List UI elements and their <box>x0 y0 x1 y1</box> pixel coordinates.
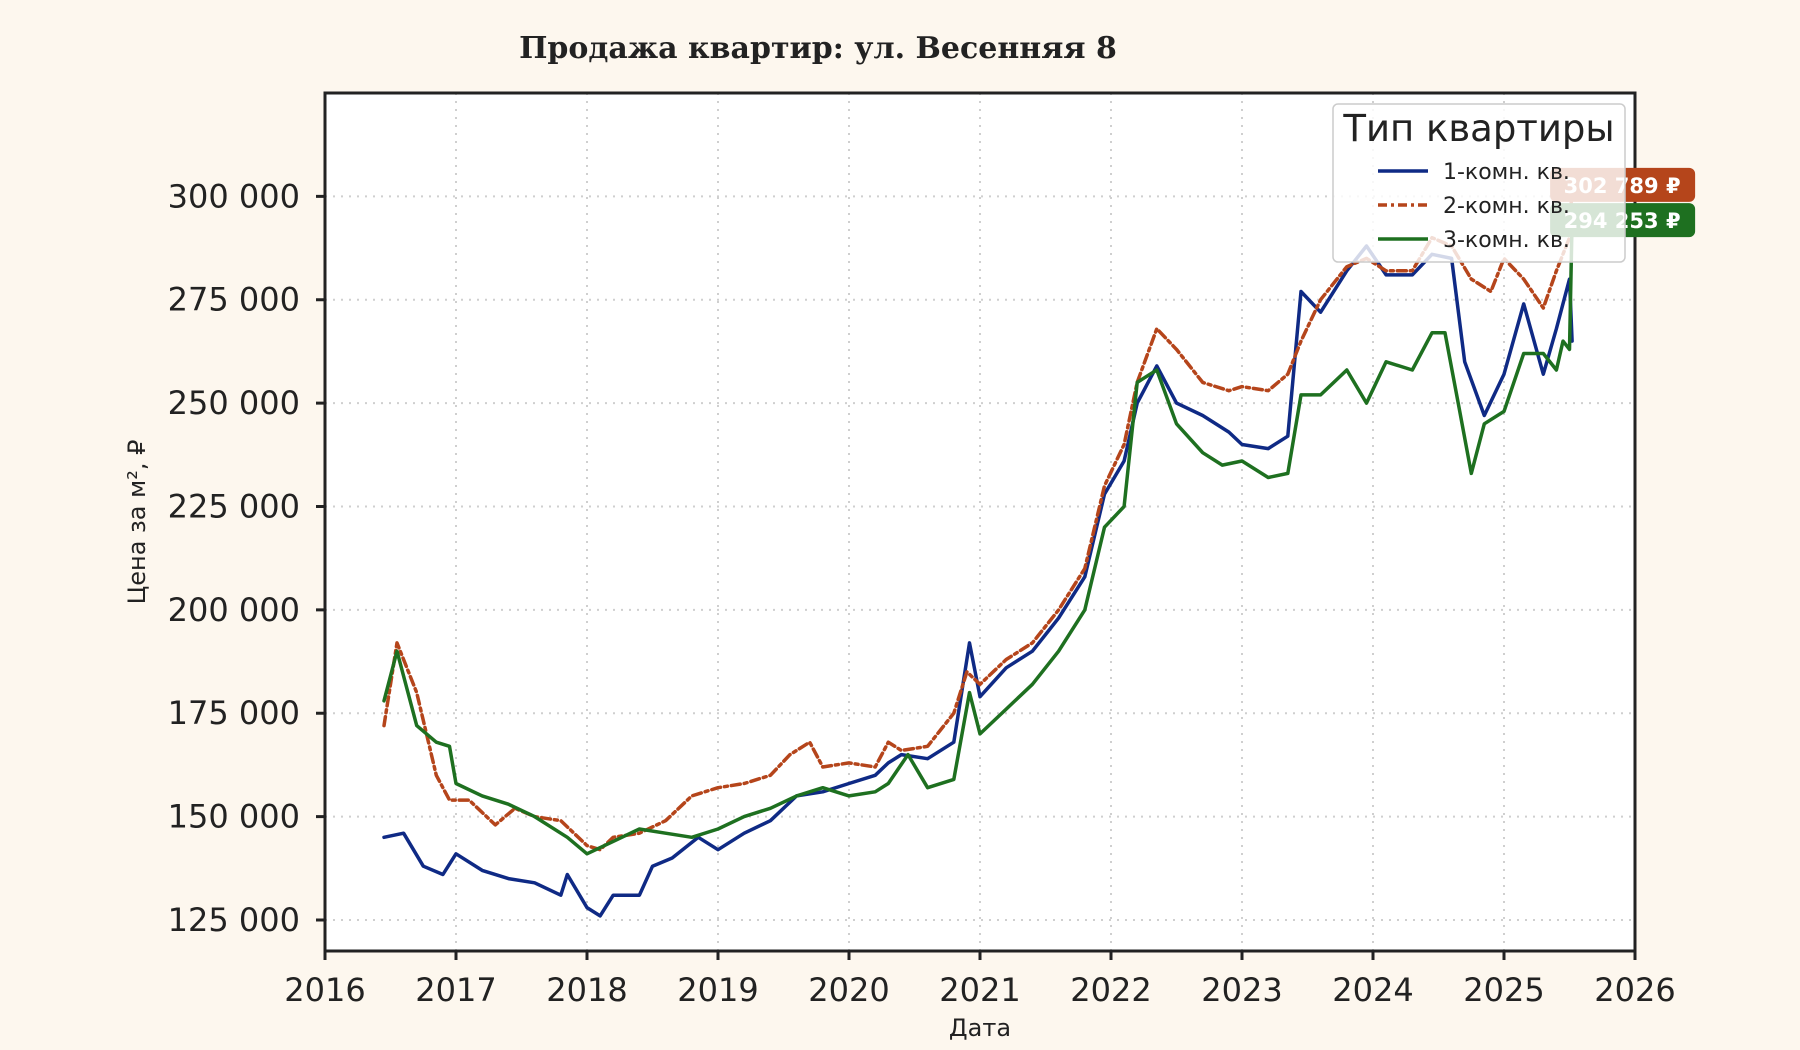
legend: Тип квартиры 1-комн. кв. 2-комн. кв. 3-комн… <box>1332 103 1626 263</box>
series-line-1 <box>382 244 1574 918</box>
y-tick-label: 225 000 <box>168 487 300 525</box>
y-tick-label: 200 000 <box>168 591 300 629</box>
y-tick-label: 150 000 <box>168 798 300 836</box>
series-line-2 <box>382 183 1574 852</box>
x-tick-label: 2023 <box>1201 971 1282 1009</box>
legend-title: Тип квартиры <box>1342 107 1614 150</box>
y-axis-label: Цена за м², ₽ <box>123 440 151 605</box>
x-tick-label: 2020 <box>808 971 889 1009</box>
y-tick-label: 300 000 <box>168 177 300 215</box>
x-tick-label: 2018 <box>546 971 627 1009</box>
y-tick-label: 250 000 <box>168 384 300 422</box>
x-axis-label: Дата <box>949 1014 1011 1042</box>
x-tick-label: 2016 <box>284 971 365 1009</box>
x-tick-label: 2025 <box>1463 971 1544 1009</box>
y-tick-label: 125 000 <box>168 901 300 939</box>
chart-title: Продажа квартир: ул. Весенняя 8 <box>519 31 1117 66</box>
x-tick-label: 2021 <box>939 971 1020 1009</box>
legend-box <box>1332 103 1626 263</box>
y-tick-label: 275 000 <box>168 281 300 319</box>
x-tick-label: 2019 <box>677 971 758 1009</box>
x-axis-ticks: 2016 2017 2018 2019 2020 2021 2022 2023 2024 2025… <box>284 951 1676 1009</box>
x-tick-label: 2026 <box>1594 971 1675 1009</box>
x-tick-label: 2022 <box>1070 971 1151 1009</box>
legend-label: 1-комн. кв. <box>1443 160 1570 185</box>
legend-label: 2-комн. кв. <box>1443 194 1570 219</box>
legend-label: 3-комн. кв. <box>1443 228 1570 253</box>
y-tick-label: 175 000 <box>168 694 300 732</box>
x-tick-label: 2017 <box>415 971 496 1009</box>
series-line-3 <box>382 218 1574 856</box>
series-lines <box>382 183 1574 918</box>
x-tick-label: 2024 <box>1332 971 1413 1009</box>
y-axis-ticks: 125 000 150 000 175 000 200 000 225 000 250 0… <box>168 177 325 939</box>
